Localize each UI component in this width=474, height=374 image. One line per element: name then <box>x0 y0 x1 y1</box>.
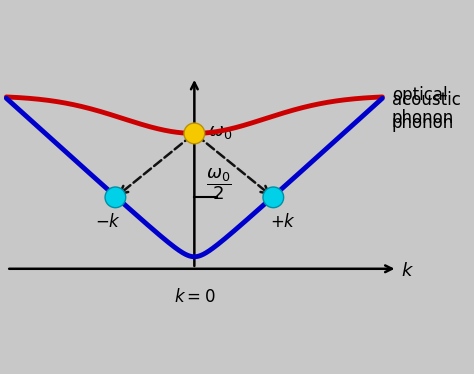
Text: $\omega_0$: $\omega_0$ <box>208 123 232 141</box>
Text: $k$: $k$ <box>401 262 414 280</box>
Text: $\dfrac{\omega_0}{2}$: $\dfrac{\omega_0}{2}$ <box>206 166 231 202</box>
Text: acoustic
phonon: acoustic phonon <box>392 91 461 132</box>
Circle shape <box>263 187 283 208</box>
Circle shape <box>105 187 126 208</box>
Text: $-k$: $-k$ <box>95 213 121 231</box>
Text: optical
phonon: optical phonon <box>392 86 454 127</box>
Text: $+k$: $+k$ <box>270 213 296 231</box>
Circle shape <box>184 123 205 144</box>
Text: $k = 0$: $k = 0$ <box>173 288 215 306</box>
